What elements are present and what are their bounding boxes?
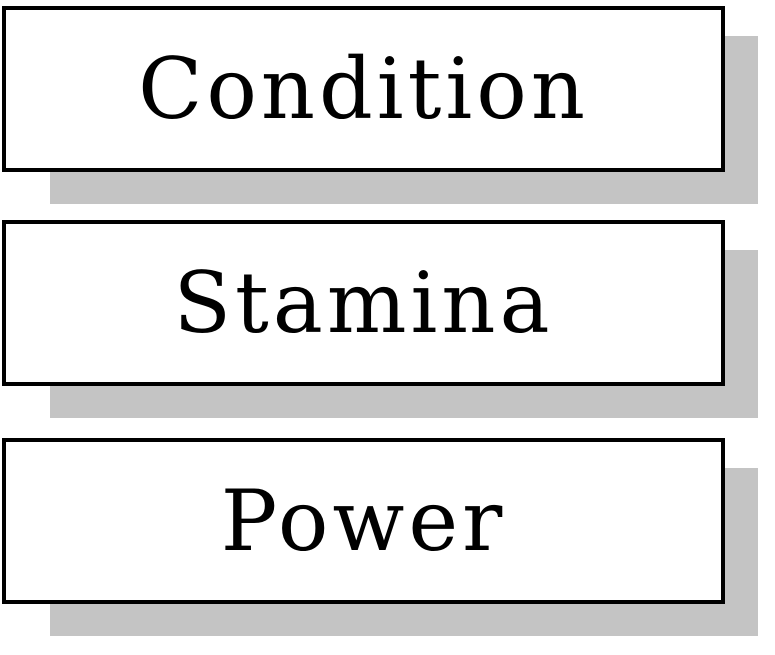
condition-label: Condition [138,40,589,138]
stamina-card: Stamina [2,220,758,418]
stamina-label: Stamina [173,254,554,352]
power-box: Power [2,438,725,604]
power-label: Power [220,472,507,570]
power-card: Power [2,438,758,636]
condition-card: Condition [2,6,758,204]
condition-box: Condition [2,6,725,172]
stamina-box: Stamina [2,220,725,386]
